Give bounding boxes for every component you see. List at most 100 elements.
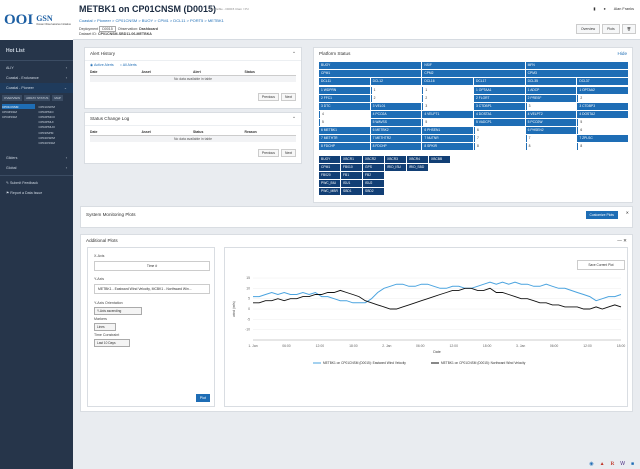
instrument-cell[interactable]: 1 ADCP (525, 87, 577, 94)
instrument-cell[interactable]: 5 PCO2W (525, 119, 577, 126)
y-axis-input[interactable]: METBK1 - Eastward Wind Velocity, MCBK1 -… (94, 284, 210, 294)
sidebar-item-global[interactable]: Global › (6, 165, 67, 170)
tab-array-status[interactable]: ARRAY STATUS (24, 95, 51, 101)
buoy-port-cell[interactable]: FB010 (341, 164, 362, 171)
radio-all-alerts[interactable]: ○ All Alerts (119, 63, 137, 67)
col-date[interactable]: Date (90, 70, 98, 74)
user-icon[interactable]: ● (603, 6, 606, 11)
instrument-cell[interactable]: 7 METHTR (319, 135, 370, 142)
dcl-cell[interactable]: DCL16 (422, 78, 473, 85)
col-reason[interactable]: Reason (244, 130, 257, 134)
site-item[interactable]: CP02PMCI (38, 109, 54, 114)
buoy-port-cell[interactable]: XBCR1 (341, 156, 362, 163)
instrument-cell[interactable]: 7 (525, 135, 577, 142)
buoy-port-cell[interactable]: XBCBB (429, 156, 450, 163)
col-status[interactable]: Status (244, 70, 255, 74)
instrument-cell[interactable]: 5 (422, 119, 473, 126)
instrument-cell[interactable]: 6 PHSEN1 (422, 127, 473, 134)
instrument-cell[interactable]: 7 METHTR2 (370, 135, 422, 142)
instrument-cell[interactable]: 3 VEL01 (370, 103, 422, 110)
buoy-port-cell[interactable]: SBD2 (363, 188, 384, 195)
instrument-cell[interactable]: 5 (577, 119, 628, 126)
sidebar-item-coastal-pioneer[interactable]: Coastal - Pioneer ⌄ (0, 83, 73, 93)
submit-feedback-link[interactable]: ✎ Submit Feedback (6, 180, 38, 185)
instrument-cell[interactable]: 1 (422, 87, 473, 94)
instrument-cell[interactable]: 4 VELPT1 (422, 111, 473, 118)
site-item[interactable]: CP04OSPM (38, 135, 55, 140)
site-item[interactable]: CP02PMUI (38, 120, 54, 125)
col-asset[interactable]: Asset (141, 70, 151, 74)
breadcrumb[interactable]: Coastal > Pioneer > CP01CNSM > BUOY > CP… (79, 18, 224, 23)
instrument-cell[interactable]: 2 (370, 95, 422, 102)
hot-list-heading[interactable]: Hot List (6, 48, 25, 54)
instrument-cell[interactable]: 4 PCO2A (370, 111, 422, 118)
buoy-port-cell[interactable]: PWC_MBR (319, 188, 340, 195)
col-date[interactable]: Date (90, 130, 98, 134)
cpm-cell[interactable]: CPM1 (319, 70, 422, 77)
site-item[interactable]: CP01CNSM (2, 104, 35, 110)
instrument-cell[interactable]: 3 CTDBP3 (577, 103, 628, 110)
buoy-port-cell[interactable]: CPM1 (319, 164, 340, 171)
site-item[interactable]: CP03ISPM (38, 130, 54, 135)
customize-plots-button[interactable]: Customize Plots (585, 211, 618, 219)
hide-toggle[interactable]: Hide (617, 51, 627, 56)
instrument-cell[interactable]: 1 OPTAA1 (474, 87, 525, 94)
instrument-cell[interactable]: 5 WAVSS (370, 119, 422, 126)
radio-active-alerts[interactable]: ◉ Active Alerts (90, 63, 114, 67)
buoy-port-cell[interactable]: FB1 (341, 172, 362, 179)
site-item[interactable]: CP02PMCO (38, 114, 56, 119)
instrument-cell[interactable]: 1 WDPRN (319, 87, 370, 94)
trash-icon[interactable]: 🗑 (621, 24, 636, 34)
platform-group-cell[interactable]: NSIF (422, 62, 525, 69)
instrument-cell[interactable]: 8 (474, 143, 525, 150)
site-item[interactable]: CP03ISSM (2, 114, 17, 119)
dcl-cell[interactable]: DCL35 (525, 78, 577, 85)
site-item[interactable]: CP02PMUO (38, 125, 56, 130)
instrument-cell[interactable]: 3 (525, 103, 577, 110)
dcl-cell[interactable]: DCL12 (370, 78, 422, 85)
instrument-cell[interactable]: 7 NUTNR (422, 135, 473, 142)
buoy-port-cell[interactable]: GPS (363, 164, 384, 171)
instrument-cell[interactable]: 7 ZPLSC (577, 135, 628, 142)
ooi-logo[interactable]: OOI GSN Ocean Observatories Initiative (0, 0, 73, 40)
col-asset[interactable]: Asset (141, 130, 151, 134)
instrument-cell[interactable]: 8 (525, 143, 577, 150)
instrument-cell[interactable]: 6 METBK1 (319, 127, 370, 134)
close-icon[interactable]: ✕ (625, 210, 629, 215)
next-button[interactable]: Next (281, 149, 296, 157)
buoy-port-cell[interactable]: BUOY (319, 156, 340, 163)
buoy-port-cell[interactable]: ISU2 (363, 180, 384, 187)
sidebar-item-coastal-endurance[interactable]: Coastal - Endurance › (6, 76, 67, 80)
buoy-port-cell[interactable]: XBCR3 (385, 156, 406, 163)
buoy-port-cell[interactable]: FB2 (363, 172, 384, 179)
buoy-port-cell[interactable]: PWC_BIU (319, 180, 340, 187)
instrument-cell[interactable]: 6 (474, 127, 525, 134)
buoy-port-cell[interactable]: IRID_SBD (407, 164, 428, 171)
col-status[interactable]: Status (193, 130, 204, 134)
sidebar-item-gliders[interactable]: Gliders › (6, 155, 67, 160)
instrument-cell[interactable]: 1 (370, 87, 422, 94)
instrument-cell[interactable]: 2 FLORT (474, 95, 525, 102)
tab-map[interactable]: MAP (52, 95, 63, 101)
site-item[interactable]: CP01CNPM (38, 104, 55, 109)
buoy-port-cell[interactable]: ISU1 (341, 180, 362, 187)
instrument-cell[interactable]: 3 DTC (319, 103, 370, 110)
buoy-port-cell[interactable]: FB020 (319, 172, 340, 179)
instrument-cell[interactable]: 8 FDCHP (319, 143, 370, 150)
buoy-port-cell[interactable]: SBD1 (341, 188, 362, 195)
instrument-cell[interactable]: 8 (577, 143, 628, 150)
instrument-cell[interactable]: 6 (577, 127, 628, 134)
plot-button[interactable]: Plot (195, 394, 210, 402)
bookmark-icon[interactable]: ▮ (593, 7, 596, 11)
instrument-cell[interactable]: 4 DOSTA2 (577, 111, 628, 118)
window-controls[interactable]: — ✕ (617, 238, 627, 243)
instrument-cell[interactable]: 3 (422, 103, 473, 110)
timeframe-select[interactable]: Last 10 Days (94, 339, 130, 347)
markers-select[interactable]: Lines (94, 323, 116, 331)
instrument-cell[interactable]: 2 FFC1 (319, 95, 370, 102)
cpm-cell[interactable]: CPM3 (525, 70, 628, 77)
sidebar-item-aliy[interactable]: ALIY › (6, 66, 67, 70)
instrument-cell[interactable]: 4 (319, 111, 370, 118)
plots-button[interactable]: Plots (602, 24, 620, 34)
instrument-cell[interactable]: 1 OPTAA2 (577, 87, 628, 94)
